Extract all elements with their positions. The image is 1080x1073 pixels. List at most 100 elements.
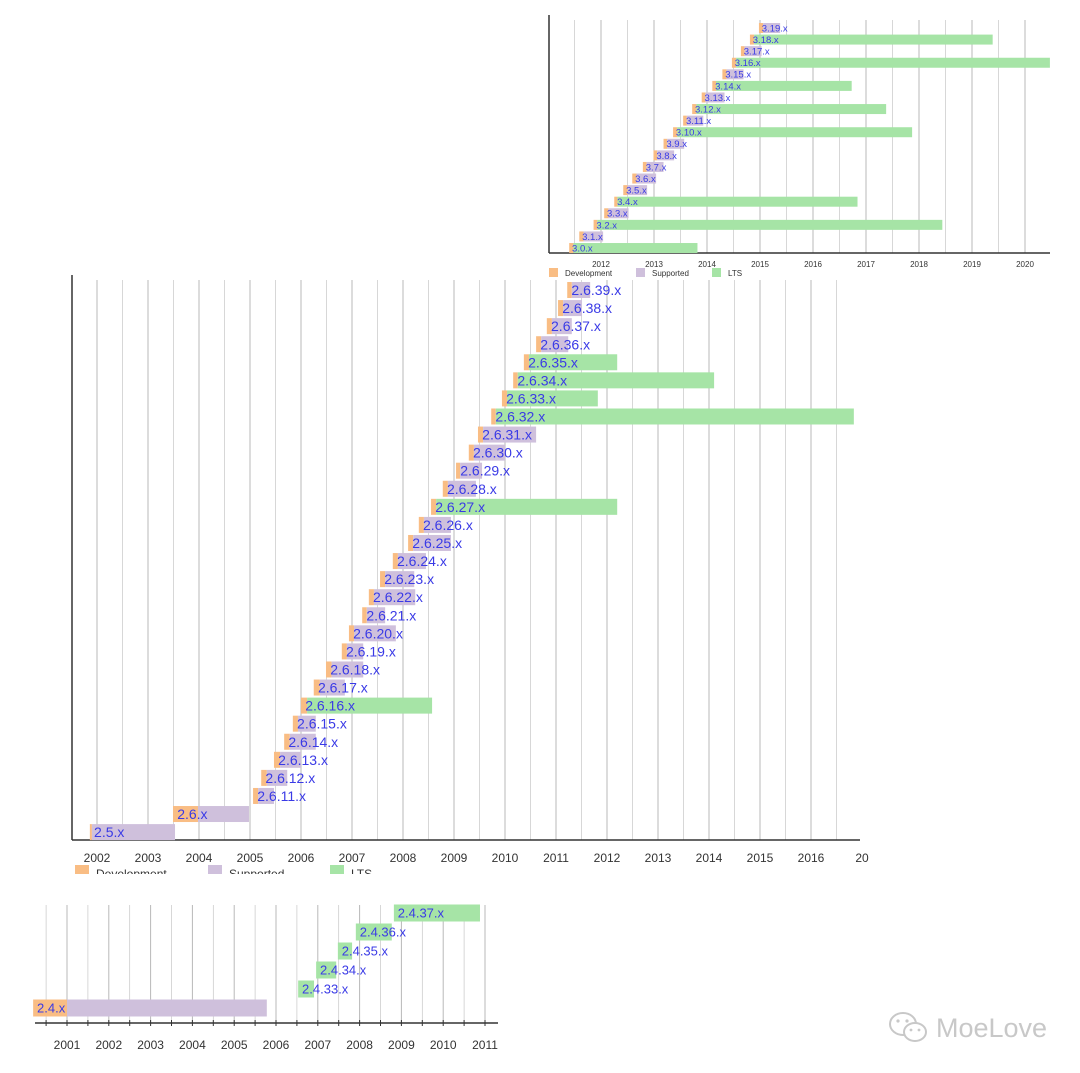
bar-label: 2.6.19.x [346, 643, 396, 659]
legend-swatch-supported [636, 268, 645, 277]
bar-label: 2.6.35.x [528, 354, 578, 370]
x-tick-label: 20 [855, 851, 869, 865]
bar-label: 2.6.13.x [278, 752, 328, 768]
bar-3.15.x: 3.15.x [722, 69, 751, 81]
legend-label-lts: LTS [728, 269, 742, 278]
bar-development-segment [368, 589, 374, 606]
bar-development-segment [325, 661, 332, 678]
x-tick-label: 2004 [179, 1038, 206, 1052]
bar-label: 2.6.x [177, 806, 207, 822]
x-tick-label: 2002 [84, 851, 111, 865]
bar-development-segment [722, 69, 727, 80]
bar-development-segment [632, 173, 637, 184]
bar-label: 2.4.x [37, 1001, 66, 1016]
bar-2.6.13.x: 2.6.13.x [273, 751, 328, 768]
bar-development-segment [392, 553, 398, 570]
bar-label: 3.10.x [676, 128, 702, 139]
bar-supported-segment [571, 282, 591, 298]
bar-label: 2.4.35.x [342, 944, 389, 959]
bar-development-segment [749, 34, 755, 45]
bar-label: 3.7.x [646, 162, 667, 173]
bar-development-segment [253, 787, 259, 804]
bar-2.4.37.x: 2.4.37.x [393, 904, 480, 922]
bar-lts-segment [573, 243, 698, 254]
bar-development-segment [558, 300, 564, 317]
bar-development-segment [579, 231, 584, 242]
bar-lts-segment [337, 942, 353, 960]
bar-label: 3.2.x [596, 220, 617, 231]
bar-2.6.21.x: 2.6.21.x [362, 607, 416, 623]
bar-supported-segment [608, 208, 629, 219]
bar-label: 3.14.x [715, 81, 741, 92]
bar-supported-segment [646, 161, 664, 172]
bar-3.12.x: 3.12.x [692, 104, 887, 115]
bar-development-segment [284, 733, 290, 750]
bar-2.6.39.x: 2.6.39.x [567, 282, 621, 298]
bar-lts-segment [507, 390, 598, 407]
bar-development-segment [362, 607, 367, 624]
x-tick-label: 2017 [857, 260, 875, 269]
bar-label: 3.13.x [705, 93, 731, 104]
bar-2.6.37.x: 2.6.37.x [546, 318, 601, 334]
x-tick-label: 2009 [441, 851, 468, 865]
bar-2.6.24.x: 2.6.24.x [392, 553, 447, 570]
bar-lts-segment [597, 219, 943, 230]
bar-development-segment [89, 824, 92, 841]
x-tick-label: 2018 [910, 260, 928, 269]
bar-supported-segment [67, 999, 267, 1017]
legend-swatch-supported [208, 865, 222, 874]
x-tick-label: 2006 [263, 1038, 290, 1052]
bar-development-segment [456, 462, 461, 479]
x-tick-label: 2013 [645, 260, 663, 269]
x-tick-label: 2012 [594, 851, 621, 865]
bar-supported-segment [373, 589, 416, 606]
bar-2.6.17.x: 2.6.17.x [313, 679, 368, 696]
bar-supported-segment [705, 92, 725, 103]
bar-2.6.27.x: 2.6.27.x [431, 498, 618, 515]
bar-supported-segment [423, 516, 451, 533]
bar-development-segment [623, 185, 628, 196]
bar-label: 2.6.28.x [447, 481, 497, 497]
bar-2.6.28.x: 2.6.28.x [442, 480, 497, 497]
bar-label: 2.6.36.x [540, 336, 590, 352]
bar-development-segment [431, 498, 437, 515]
bar-2.6.19.x: 2.6.19.x [341, 643, 396, 659]
bar-development-segment [513, 372, 518, 389]
bar-development-segment [261, 769, 267, 786]
x-tick-label: 2003 [135, 851, 162, 865]
bar-2.4.36.x: 2.4.36.x [355, 923, 406, 941]
bar-label: 2.4.34.x [320, 963, 367, 978]
bar-label: 3.19.x [762, 23, 788, 34]
bar-label: 3.1.x [582, 232, 603, 243]
bar-lts-segment [307, 697, 433, 714]
bar-3.9.x: 3.9.x [663, 138, 687, 150]
legend-label-lts: LTS [351, 867, 372, 881]
bar-3.13.x: 3.13.x [701, 92, 731, 104]
bar-label: 2.6.21.x [366, 607, 416, 623]
bar-2.6.35.x: 2.6.35.x [523, 354, 618, 371]
bar-label: 3.8.x [656, 151, 677, 162]
bar-development-segment [33, 999, 67, 1017]
bar-development-segment [523, 354, 529, 371]
bar-supported-segment [473, 444, 505, 461]
bar-supported-segment [413, 534, 451, 551]
x-tick-label: 2019 [963, 260, 981, 269]
x-tick-label: 2001 [54, 1038, 81, 1052]
bar-3.0.x: 3.0.x [569, 243, 698, 254]
bar-2.6.22.x: 2.6.22.x [368, 589, 423, 606]
bar-2.6.14.x: 2.6.14.x [284, 733, 338, 750]
bar-label: 3.5.x [626, 186, 647, 197]
bar-label: 2.6.24.x [397, 553, 447, 569]
legend-swatch-development [549, 268, 558, 277]
bar-label: 2.6.34.x [517, 372, 567, 388]
bar-3.8.x: 3.8.x [653, 150, 677, 162]
bar-development-segment [642, 161, 647, 172]
bar-3.19.x: 3.19.x [758, 23, 788, 34]
bar-lts-segment [677, 127, 913, 138]
chart-24-series: 2.4.37.x 2.4.36.x 2.4.35.x 2.4.34.x 2.4.33.x… [33, 904, 498, 1052]
bar-development-segment [712, 80, 717, 91]
bar-2.6.12.x: 2.6.12.x [261, 769, 315, 786]
bar-supported-segment [397, 553, 426, 570]
x-tick-label: 2009 [388, 1038, 415, 1052]
bar-development-segment [614, 196, 618, 207]
